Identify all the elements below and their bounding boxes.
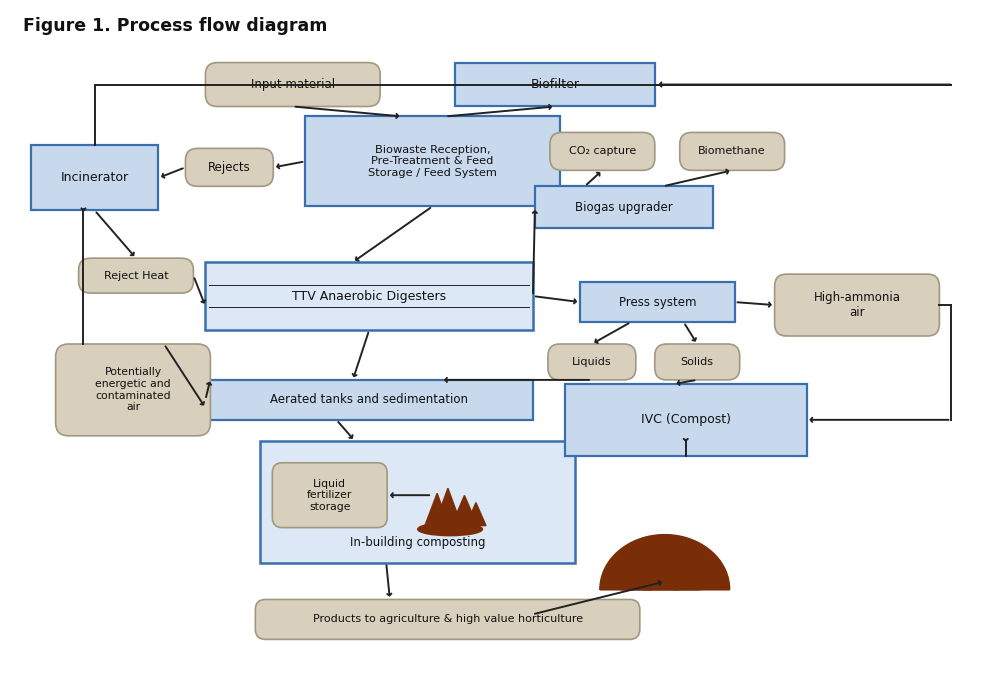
Text: Biogas upgrader: Biogas upgrader	[575, 201, 673, 214]
FancyBboxPatch shape	[205, 62, 380, 106]
Text: Figure 1. Process flow diagram: Figure 1. Process flow diagram	[23, 17, 327, 35]
FancyBboxPatch shape	[580, 282, 735, 322]
Ellipse shape	[418, 523, 482, 536]
Text: High-ammonia
air: High-ammonia air	[814, 291, 901, 319]
Text: Biomethane: Biomethane	[698, 146, 766, 157]
Text: CO₂ capture: CO₂ capture	[569, 146, 636, 157]
Text: Incinerator: Incinerator	[61, 172, 129, 184]
Text: Potentially
energetic and
contaminated
air: Potentially energetic and contaminated a…	[95, 367, 171, 412]
Polygon shape	[425, 494, 449, 525]
FancyBboxPatch shape	[31, 145, 158, 210]
Text: In-building composting: In-building composting	[350, 536, 485, 549]
FancyBboxPatch shape	[775, 274, 939, 336]
Text: Solids: Solids	[681, 357, 714, 367]
Polygon shape	[600, 535, 730, 589]
Polygon shape	[621, 569, 652, 589]
Text: Biowaste Reception,
Pre-Treatment & Feed
Storage / Feed System: Biowaste Reception, Pre-Treatment & Feed…	[368, 145, 497, 178]
Text: Liquid
fertilizer
storage: Liquid fertilizer storage	[307, 479, 352, 512]
Polygon shape	[643, 566, 678, 589]
Text: TTV Anaerobic Digesters: TTV Anaerobic Digesters	[292, 290, 446, 302]
Text: Products to agriculture & high value horticulture: Products to agriculture & high value hor…	[313, 614, 583, 624]
FancyBboxPatch shape	[680, 132, 785, 170]
Text: Liquids: Liquids	[572, 357, 612, 367]
FancyBboxPatch shape	[205, 380, 533, 420]
FancyBboxPatch shape	[655, 344, 740, 380]
Polygon shape	[452, 496, 477, 525]
FancyBboxPatch shape	[535, 186, 713, 228]
FancyBboxPatch shape	[550, 132, 655, 170]
FancyBboxPatch shape	[205, 262, 533, 330]
FancyBboxPatch shape	[548, 344, 636, 380]
FancyBboxPatch shape	[255, 599, 640, 639]
Text: Press system: Press system	[619, 296, 696, 308]
Text: Reject Heat: Reject Heat	[104, 271, 168, 281]
Polygon shape	[466, 502, 486, 525]
FancyBboxPatch shape	[565, 384, 807, 456]
FancyBboxPatch shape	[79, 258, 193, 293]
Polygon shape	[673, 571, 701, 589]
FancyBboxPatch shape	[56, 344, 210, 436]
Polygon shape	[434, 488, 462, 525]
FancyBboxPatch shape	[272, 463, 387, 527]
Text: Input material: Input material	[251, 78, 335, 91]
Text: Rejects: Rejects	[208, 161, 251, 174]
FancyBboxPatch shape	[305, 117, 560, 206]
Text: Aerated tanks and sedimentation: Aerated tanks and sedimentation	[270, 393, 468, 406]
FancyBboxPatch shape	[455, 62, 655, 106]
FancyBboxPatch shape	[185, 148, 273, 186]
Text: IVC (Compost): IVC (Compost)	[641, 414, 731, 426]
FancyBboxPatch shape	[260, 441, 575, 563]
Text: Biofilter: Biofilter	[530, 78, 579, 91]
